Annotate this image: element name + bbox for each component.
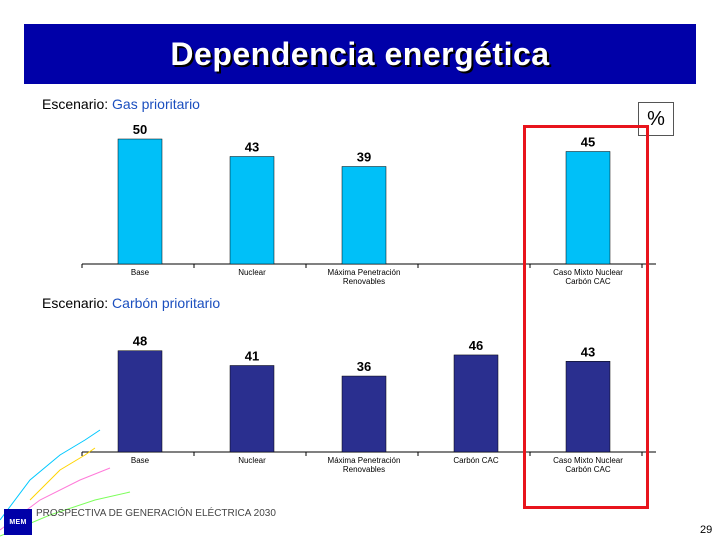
tick-label: Carbón CAC [565, 465, 611, 474]
bar-base [117, 138, 163, 265]
unit-label: % [647, 107, 665, 130]
tick-label: Caso Mixto Nuclear [553, 456, 623, 465]
bar-nuclear [229, 156, 275, 265]
tick-label: Carbón CAC [565, 277, 611, 286]
tick-label: Renovables [343, 277, 385, 286]
data-label: 45 [581, 135, 595, 150]
chart-gas-prioritario: 50 Base 43 Nuclear 39 Máxima PenetraciónRenov… [81, 122, 656, 286]
data-label: 43 [581, 344, 595, 359]
tick-label: Renovables [343, 465, 385, 474]
unit-label-box: % [638, 102, 674, 136]
footer-text: PROSPECTIVA DE GENERACIÓN ELÉCTRICA 2030 [36, 508, 276, 519]
tick-label: Máxima Penetración [328, 456, 401, 465]
title-banner: Dependencia energética [24, 24, 696, 84]
tick-label: Base [131, 268, 150, 277]
slide-title: Dependencia energética [170, 35, 550, 72]
page-number: 29 [700, 524, 713, 536]
tick-label: Carbón CAC [453, 456, 499, 465]
scenario-prefix: Escenario: [42, 96, 109, 112]
bar-m-xima-penetraci-n-renovables [341, 375, 387, 453]
tick-label: Base [131, 456, 150, 465]
scenario-name: Gas prioritario [112, 96, 200, 112]
data-label: 41 [245, 348, 259, 363]
data-label: 48 [133, 334, 147, 349]
tick-label: Máxima Penetración [328, 268, 401, 277]
bar-m-xima-penetraci-n-renovables [341, 166, 387, 265]
tick-label: Nuclear [238, 268, 266, 277]
bar-base [117, 350, 163, 453]
ministry-logo: MEM [4, 509, 32, 535]
scenario-prefix: Escenario: [42, 295, 109, 311]
scenario-label-gas: Escenario: Gas prioritario [42, 96, 200, 112]
logo-text: MEM [9, 518, 27, 526]
data-label: 46 [469, 338, 483, 353]
bar-caso-mixto-nuclear-carb-n-cac [565, 361, 611, 453]
scenario-label-carbon: Escenario: Carbón prioritario [42, 295, 220, 311]
data-label: 39 [357, 150, 371, 165]
tick-label: Nuclear [238, 456, 266, 465]
data-label: 43 [245, 140, 259, 155]
data-label: 50 [133, 122, 147, 137]
bar-caso-mixto-nuclear-carb-n-cac [565, 151, 611, 265]
tick-label: Caso Mixto Nuclear [553, 268, 623, 277]
bar-carb-n-cac [453, 354, 499, 453]
scenario-name: Carbón prioritario [112, 295, 221, 311]
bar-nuclear [229, 365, 275, 453]
chart-carbon-prioritario: 48 Base 41 Nuclear 36 Máxima PenetraciónRenov… [81, 334, 656, 474]
data-label: 36 [357, 359, 371, 374]
